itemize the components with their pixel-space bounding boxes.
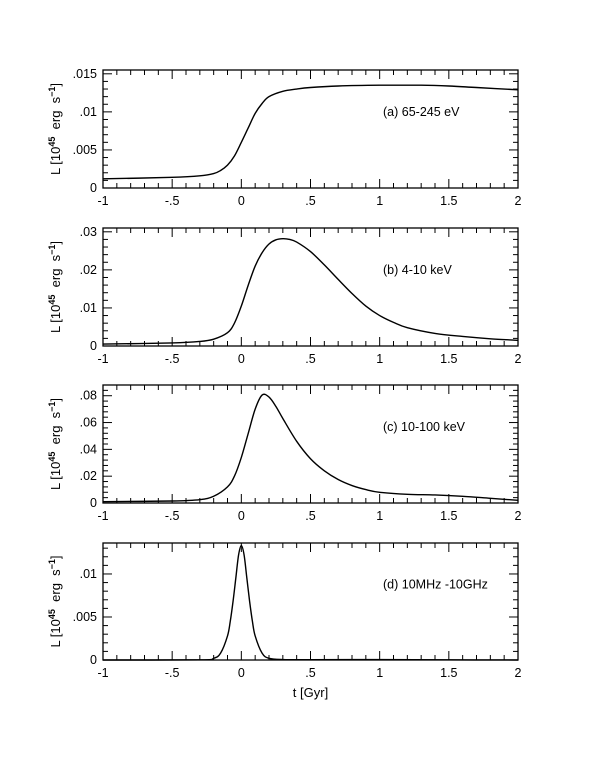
x-tick-label: -1 <box>97 666 108 680</box>
y-axis-label: L [1045 erg s−1] <box>47 241 63 333</box>
x-tick-label: 2 <box>515 352 522 366</box>
plot-frame <box>102 227 519 347</box>
y-axis-label: L [1045 erg s−1] <box>47 398 63 490</box>
x-tick-label: 1.5 <box>440 509 457 523</box>
x-tick-label: .5 <box>305 194 315 208</box>
x-tick-label: .5 <box>305 509 315 523</box>
x-tick-label: -.5 <box>165 194 180 208</box>
y-tick-label: .03 <box>80 225 97 239</box>
panel-a: -1 -.5 0 .5 1 1.5 2 0 .005 .01 .015 L [1045 erg s−1… <box>47 67 522 208</box>
x-tick-label: 0 <box>238 509 245 523</box>
x-tick-label: 1.5 <box>440 666 457 680</box>
panel-annotation: (a) 65-245 eV <box>383 105 460 119</box>
y-tick-label: 0 <box>90 496 97 510</box>
x-tick-label: 1 <box>376 352 383 366</box>
x-tick-label: -1 <box>97 352 108 366</box>
panel-d: -1 -.5 0 .5 1 1.5 2 0 .005 .01 L [1045 erg s−1] (d)… <box>47 542 522 700</box>
panel-annotation: (c) 10-100 keV <box>383 420 466 434</box>
x-tick-label: 1.5 <box>440 194 457 208</box>
panel-b: -1 -.5 0 .5 1 1.5 2 0 .01 .02 .03 L [1045 erg s−1] (… <box>47 225 522 366</box>
x-tick-label: .5 <box>305 666 315 680</box>
y-tick-label: .015 <box>73 67 97 81</box>
series-line <box>102 237 519 345</box>
y-tick-label: .02 <box>80 469 97 483</box>
x-tick-label: .5 <box>305 352 315 366</box>
y-tick-label: 0 <box>90 653 97 667</box>
x-tick-label: 1 <box>376 194 383 208</box>
panel-annotation: (d) 10MHz -10GHz <box>383 578 488 592</box>
y-tick-label: .06 <box>80 416 97 430</box>
y-tick-label: .01 <box>80 301 97 315</box>
x-tick-label: 0 <box>238 352 245 366</box>
y-tick-label: .01 <box>80 567 97 581</box>
y-axis-label: L [1045 erg s−1] <box>47 83 63 175</box>
x-tick-label: 1 <box>376 509 383 523</box>
y-tick-label: .005 <box>73 143 97 157</box>
x-tick-label: 0 <box>238 666 245 680</box>
y-axis-label: L [1045 erg s−1] <box>47 555 63 647</box>
x-tick-label: -.5 <box>165 666 180 680</box>
x-tick-label: -1 <box>97 509 108 523</box>
plot-frame <box>102 384 519 504</box>
y-tick-label: .02 <box>80 263 97 277</box>
x-tick-label: 2 <box>515 666 522 680</box>
x-tick-label: 1.5 <box>440 352 457 366</box>
x-tick-label: 0 <box>238 194 245 208</box>
y-tick-label: .005 <box>73 610 97 624</box>
x-tick-label: 2 <box>515 509 522 523</box>
series-line <box>102 544 519 661</box>
y-tick-label: .08 <box>80 389 97 403</box>
x-tick-label: 2 <box>515 194 522 208</box>
x-tick-label: -.5 <box>165 509 180 523</box>
y-tick-label: 0 <box>90 339 97 353</box>
panel-c: -1 -.5 0 .5 1 1.5 2 0 .02 .04 .06 .08 L [1045 erg s−… <box>47 384 522 523</box>
series-line <box>102 393 519 503</box>
x-axis-label: t [Gyr] <box>293 685 328 700</box>
plot-frame <box>102 542 519 661</box>
y-tick-label: .04 <box>80 442 97 456</box>
x-tick-label: 1 <box>376 666 383 680</box>
y-tick-label: 0 <box>90 181 97 195</box>
panel-annotation: (b) 4-10 keV <box>383 263 452 277</box>
x-tick-label: -1 <box>97 194 108 208</box>
series-line <box>102 84 519 180</box>
x-tick-label: -.5 <box>165 352 180 366</box>
y-tick-label: .01 <box>80 105 97 119</box>
